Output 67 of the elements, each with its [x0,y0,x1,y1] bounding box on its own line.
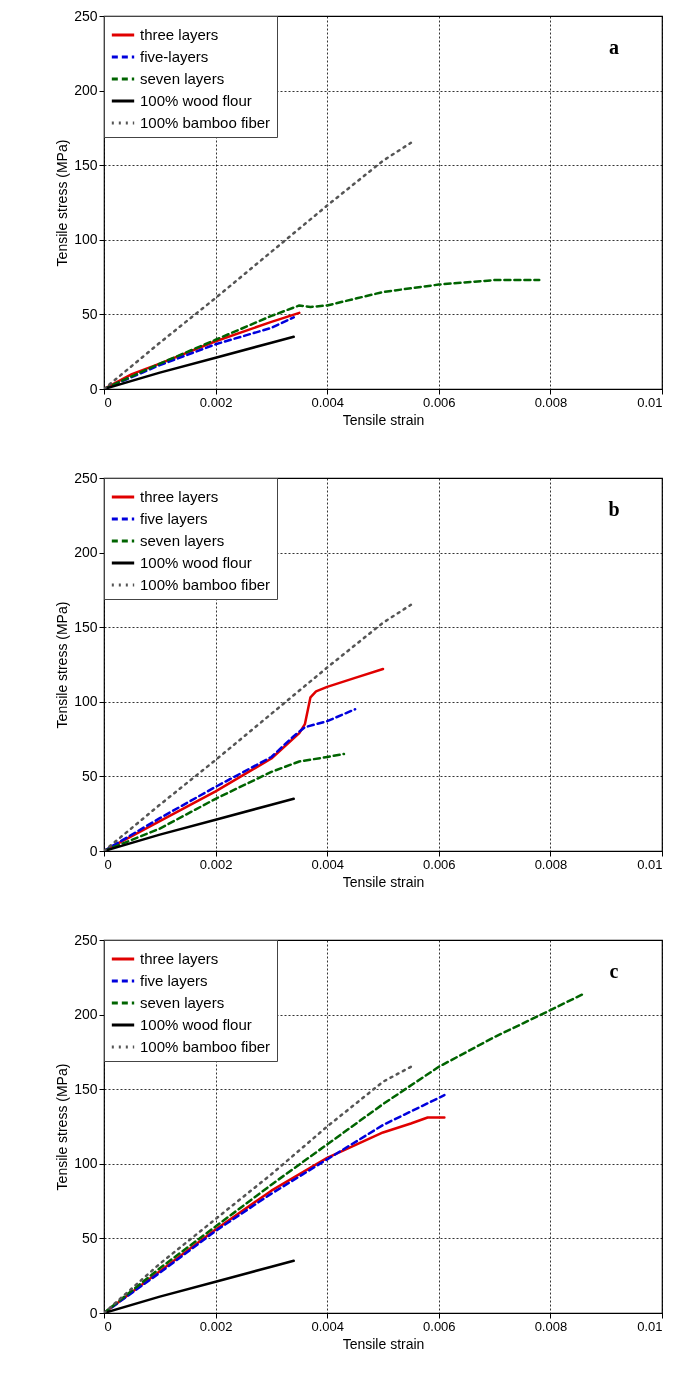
x-tick-label: 0.002 [199,394,233,410]
x-tick-label: 0.006 [423,856,456,872]
legend-label: five layers [140,972,208,989]
x-tick-label: 0 [104,394,112,410]
x-tick-label: 0.004 [311,394,344,410]
y-tick-label: 250 [74,931,98,948]
x-tick-label: 0.01 [637,394,663,410]
y-tick-label: 150 [74,156,98,173]
legend-label: 100% bamboo fiber [140,576,271,593]
legend-label: 100% wood flour [140,554,252,571]
annotation: c [609,960,619,982]
x-tick-label: 0.004 [311,1318,344,1334]
y-tick-label: 50 [81,305,98,322]
x-tick-label: 0.008 [534,394,568,410]
annotation: a [609,36,619,58]
line-series [104,992,586,1313]
legend-label: five layers [140,510,208,527]
y-tick-label: 50 [81,1229,98,1246]
x-axis-title: Tensile strain [342,873,425,890]
x-tick-label: 0.008 [534,856,568,872]
y-tick-label: 200 [74,544,98,561]
line-series [104,278,541,389]
y-tick-label: 100 [74,1155,98,1172]
x-tick-label: 0.01 [637,856,663,872]
legend-label: 100% bamboo fiber [140,1038,271,1055]
y-tick-label: 0 [89,380,98,397]
y-tick-label: 250 [74,469,98,486]
y-tick-label: 0 [89,842,98,859]
x-axis-title: Tensile strain [342,1335,425,1352]
x-tick-label: 0.008 [534,1318,568,1334]
x-axis-title: Tensile strain [342,411,425,428]
legend-label: 100% wood flour [140,92,252,109]
x-tick-label: 0 [104,1318,112,1334]
y-tick-label: 250 [74,7,98,24]
legend-label: three layers [140,26,219,43]
x-tick-label: 0.004 [311,856,344,872]
y-tick-label: 150 [74,1080,98,1097]
line-series [104,708,357,851]
y-tick-label: 200 [74,82,98,99]
y-tick-label: 100 [74,231,98,248]
annotation: b [608,498,620,520]
y-axis-title: Tensile stress (MPa) [54,139,71,267]
y-tick-label: 150 [74,618,98,635]
legend-label: seven layers [140,994,225,1011]
legend-label: five-layers [140,48,209,65]
legend-label: three layers [140,950,219,967]
x-tick-label: 0 [104,856,112,872]
x-tick-label: 0.006 [423,394,456,410]
y-tick-label: 50 [81,767,98,784]
line-series [104,603,413,851]
line-series [104,1065,413,1313]
y-tick-label: 200 [74,1006,98,1023]
y-axis-title: Tensile stress (MPa) [54,1063,71,1191]
x-tick-label: 0.006 [423,1318,456,1334]
y-tick-label: 0 [89,1304,98,1321]
x-tick-label: 0.01 [637,1318,663,1334]
legend-label: 100% bamboo fiber [140,114,271,131]
legend-label: three layers [140,488,219,505]
x-tick-label: 0.002 [199,1318,233,1334]
legend-label: 100% wood flour [140,1016,252,1033]
line-series [104,752,346,851]
legend-label: seven layers [140,70,225,87]
legend-label: seven layers [140,532,225,549]
x-tick-label: 0.002 [199,856,233,872]
line-series [104,141,413,389]
y-axis-title: Tensile stress (MPa) [54,601,71,729]
y-tick-label: 100 [74,693,98,710]
